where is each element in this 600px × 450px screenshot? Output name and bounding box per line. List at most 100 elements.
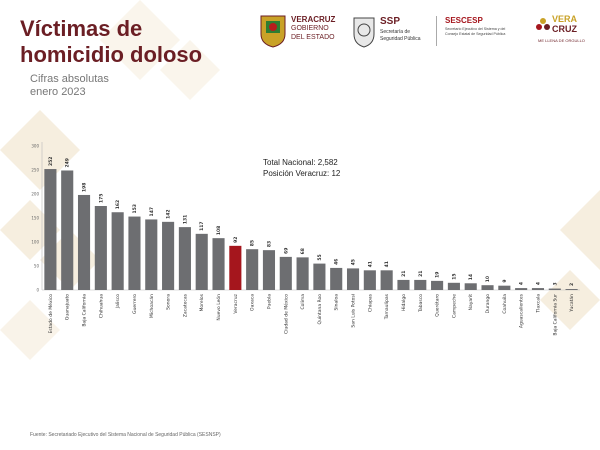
- bar-value-label: 21: [401, 271, 407, 277]
- category-label: Aguascalientes: [519, 293, 525, 328]
- bar-value-label: 153: [132, 204, 138, 213]
- bar-value-label: 45: [351, 259, 357, 265]
- bar-value-label: 46: [334, 259, 340, 265]
- bar: [431, 280, 444, 290]
- summary-box: Total Nacional: 2,582 Posición Veracruz:…: [263, 157, 340, 179]
- bar: [330, 267, 343, 290]
- bar-value-label: 92: [233, 237, 239, 243]
- bar: [212, 238, 225, 290]
- category-label: Baja California: [82, 294, 88, 327]
- bar: [279, 256, 292, 290]
- category-label: Tamaulipas: [384, 293, 390, 320]
- y-tick-label: 200: [31, 192, 39, 197]
- bar: [346, 268, 360, 290]
- category-label: Veracruz: [233, 293, 239, 313]
- bar-value-label: 85: [250, 240, 256, 246]
- bar-value-label: 69: [283, 248, 289, 254]
- bar: [178, 227, 191, 290]
- bar: [313, 263, 326, 290]
- category-label: San Luis Potosí: [350, 293, 357, 327]
- divider: [436, 16, 437, 46]
- bar-value-label: 3: [552, 282, 558, 285]
- category-label: Yucatán: [568, 294, 575, 313]
- category-label: Michoacán: [148, 294, 155, 318]
- bar-value-label: 41: [384, 261, 390, 267]
- page-subtitle: Cifras absolutas enero 2023: [30, 73, 109, 99]
- bar: [548, 288, 561, 290]
- category-label: Jalisco: [115, 294, 121, 309]
- logo-sescesp-line1: SESCESP: [445, 16, 483, 25]
- bar-value-label: 131: [182, 215, 188, 224]
- y-tick-label: 0: [36, 288, 39, 293]
- bar-value-label: 10: [485, 276, 491, 282]
- bar: [195, 233, 208, 290]
- bar: [162, 221, 175, 290]
- bar-value-label: 142: [166, 209, 172, 218]
- summary-position: Posición Veracruz: 12: [263, 169, 341, 178]
- bar: [447, 282, 460, 290]
- category-label: Guanajuato: [65, 294, 71, 320]
- bar: [128, 216, 141, 290]
- bar-value-label: 14: [468, 274, 474, 280]
- bar-value-label: 41: [367, 261, 373, 267]
- category-label: Campeche: [451, 294, 457, 318]
- category-label: Nayarit: [468, 294, 474, 311]
- bar: [246, 249, 259, 290]
- bar: [531, 288, 545, 290]
- bar-value-label: 4: [519, 282, 525, 285]
- bar-value-label: 4: [535, 282, 541, 285]
- y-tick-label: 100: [31, 240, 39, 245]
- category-label: Baja California Sur: [552, 294, 558, 336]
- flower-icon: [536, 18, 550, 30]
- bar: [515, 288, 528, 290]
- category-label: Ciudad de México: [282, 294, 289, 334]
- y-tick-label: 150: [31, 216, 39, 221]
- y-tick-label: 300: [31, 144, 39, 149]
- category-label: Morelos: [199, 293, 205, 311]
- summary-total: Total Nacional: 2,582: [263, 158, 338, 167]
- logo-brand-line1: VERA: [552, 14, 578, 24]
- logo-veracruz-brand: VERA CRUZ ME LLENA DE ORGULLO: [536, 14, 596, 50]
- bar: [44, 169, 57, 290]
- ssp-shield-icon: [353, 17, 375, 48]
- bar: [363, 270, 376, 290]
- bar: [397, 279, 410, 290]
- bar-value-label: 83: [266, 241, 272, 247]
- page-title: Víctimas de homicidio doloso: [20, 16, 202, 68]
- category-label: Colima: [300, 294, 306, 310]
- logo-sescesp-line3: Consejo Estatal de Seguridad Pública: [445, 32, 506, 36]
- bar: [565, 289, 578, 290]
- logo-brand-line2: CRUZ: [552, 24, 577, 34]
- bar: [414, 279, 427, 290]
- bar: [77, 194, 91, 290]
- category-label: Chiapas: [367, 293, 373, 312]
- bar-value-label: 21: [418, 271, 424, 277]
- title-line-1: Víctimas de: [20, 16, 143, 41]
- bar: [380, 270, 393, 290]
- category-label: Oaxaca: [250, 294, 256, 311]
- bar: [111, 212, 124, 290]
- bar: [296, 257, 309, 290]
- source-note: Fuente: Secretariado Ejecutivo del Siste…: [30, 432, 221, 438]
- category-label: Sinaloa: [334, 294, 340, 311]
- category-label: Tabasco: [418, 294, 424, 313]
- bar-value-label: 162: [115, 200, 121, 209]
- logo-ssp-line1: SSP: [380, 16, 401, 27]
- logo-veracruz-line3: DEL ESTADO: [291, 34, 335, 41]
- logo-ssp: SSP Secretaría de Seguridad Pública: [352, 14, 432, 50]
- bar-value-label: 55: [317, 254, 323, 260]
- category-label: Quintana Roo: [317, 294, 323, 325]
- logo-ssp-line2: Secretaría de: [380, 29, 411, 35]
- bar-value-label: 249: [65, 158, 71, 167]
- logo-veracruz-line1: VERACRUZ: [291, 15, 336, 24]
- category-label: Estado de México: [47, 294, 54, 334]
- category-label: Durango: [485, 294, 491, 314]
- title-line-2: homicidio doloso: [20, 42, 203, 67]
- category-label: Sonora: [166, 294, 172, 310]
- bar-value-label: 198: [82, 183, 88, 192]
- category-label: Zacatecas: [182, 293, 188, 317]
- subtitle-line-1: Cifras absolutas: [30, 73, 109, 85]
- bar-value-label: 2: [569, 283, 575, 286]
- bar: [61, 170, 74, 290]
- bar: [262, 250, 276, 290]
